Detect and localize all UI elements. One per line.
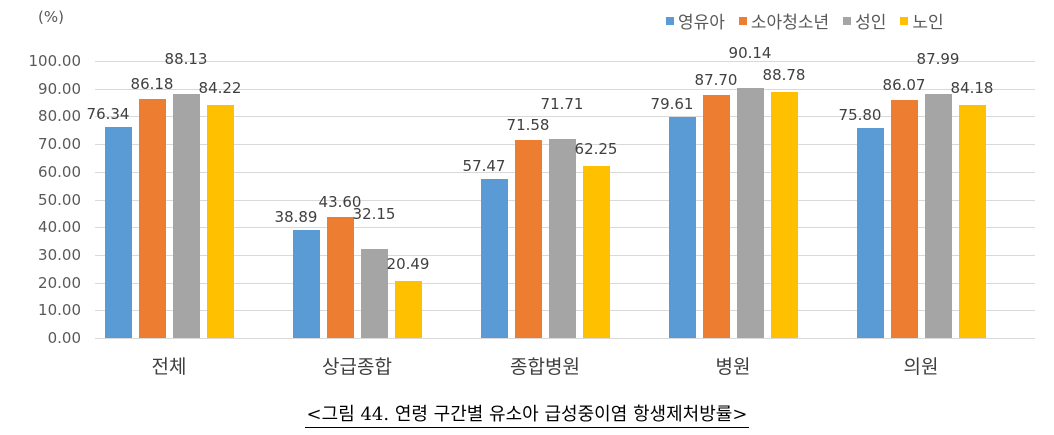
bar bbox=[480, 178, 508, 338]
bar bbox=[958, 104, 986, 338]
data-label: 76.34 bbox=[86, 104, 130, 123]
gridline bbox=[95, 61, 1035, 62]
bar bbox=[206, 104, 234, 338]
bar bbox=[104, 126, 132, 338]
y-axis-unit-label: (%) bbox=[38, 8, 64, 26]
y-tick-label: 80.00 bbox=[38, 107, 81, 126]
chart-legend: 영유아 소아청소년 성인 노인 bbox=[666, 8, 944, 33]
x-category-label: 전체 bbox=[151, 356, 187, 378]
data-label: 71.71 bbox=[540, 95, 584, 114]
data-label: 62.25 bbox=[574, 139, 618, 158]
legend-swatch-icon bbox=[738, 16, 747, 25]
x-category-label: 병원 bbox=[715, 356, 751, 378]
data-label: 90.14 bbox=[728, 44, 772, 63]
data-label: 88.13 bbox=[164, 49, 208, 68]
legend-label: 성인 bbox=[855, 13, 887, 33]
data-label: 79.61 bbox=[650, 95, 694, 114]
legend-item: 소아청소년 bbox=[738, 8, 830, 33]
x-category-label: 의원 bbox=[903, 356, 939, 378]
data-label: 84.18 bbox=[950, 78, 994, 97]
y-tick-label: 0.00 bbox=[47, 329, 81, 347]
bar bbox=[138, 99, 166, 338]
bar bbox=[582, 165, 610, 338]
y-tick-label: 60.00 bbox=[38, 162, 81, 181]
legend-swatch-icon bbox=[843, 16, 852, 25]
gridline bbox=[95, 338, 1035, 339]
data-label: 57.47 bbox=[462, 156, 506, 175]
y-tick-label: 30.00 bbox=[38, 245, 81, 264]
data-label: 86.18 bbox=[130, 75, 174, 94]
data-label: 75.80 bbox=[838, 106, 882, 125]
bar bbox=[890, 99, 918, 338]
bar bbox=[856, 128, 884, 338]
x-category-label: 종합병원 bbox=[510, 356, 580, 378]
gridline bbox=[95, 116, 1035, 118]
legend-label: 영유아 bbox=[678, 13, 725, 33]
data-label: 32.15 bbox=[352, 204, 396, 223]
legend-label: 소아청소년 bbox=[750, 13, 830, 33]
data-label: 20.49 bbox=[386, 255, 430, 274]
y-tick-label: 20.00 bbox=[38, 273, 81, 292]
legend-item: 노인 bbox=[900, 8, 944, 33]
y-tick-label: 100.00 bbox=[28, 52, 82, 70]
bar bbox=[292, 230, 320, 338]
data-label: 43.60 bbox=[318, 193, 362, 212]
legend-swatch-icon bbox=[666, 16, 674, 25]
y-tick-label: 90.00 bbox=[38, 79, 81, 98]
bar bbox=[172, 93, 200, 338]
legend-item: 성인 bbox=[843, 8, 886, 33]
data-label: 86.07 bbox=[882, 75, 926, 94]
bar bbox=[770, 92, 798, 338]
y-tick-label: 40.00 bbox=[38, 218, 81, 237]
bar bbox=[394, 281, 422, 338]
data-label: 84.22 bbox=[198, 78, 242, 97]
bar bbox=[514, 139, 542, 338]
data-label: 38.89 bbox=[274, 208, 318, 227]
caption-text: <그림 44. 연령 구간별 유소아 급성중이염 항생제처방률> bbox=[304, 404, 750, 428]
bar bbox=[548, 139, 576, 338]
data-label: 87.99 bbox=[916, 50, 960, 69]
data-label: 88.78 bbox=[762, 66, 806, 85]
figure-caption: <그림 44. 연령 구간별 유소아 급성중이염 항생제처방률> bbox=[0, 400, 1054, 428]
y-tick-label: 10.00 bbox=[38, 301, 81, 320]
legend-item: 영유아 bbox=[666, 8, 725, 33]
plot-area: 0.00 10.00 20.00 30.00 40.00 50.00 60.00 70.00 8… bbox=[29, 44, 1035, 347]
bar bbox=[924, 94, 952, 338]
legend-label: 노인 bbox=[912, 13, 944, 33]
x-category-label: 상급종합 bbox=[322, 356, 392, 378]
bar bbox=[326, 217, 354, 338]
data-label: 87.70 bbox=[694, 71, 738, 90]
legend-swatch-icon bbox=[900, 16, 909, 25]
bar bbox=[668, 117, 696, 338]
data-label: 71.58 bbox=[506, 115, 550, 134]
gridline bbox=[95, 88, 1035, 90]
y-tick-label: 70.00 bbox=[38, 135, 81, 154]
bar bbox=[360, 248, 388, 338]
bar bbox=[702, 95, 730, 338]
bar bbox=[736, 88, 764, 338]
y-tick-label: 50.00 bbox=[38, 190, 81, 209]
